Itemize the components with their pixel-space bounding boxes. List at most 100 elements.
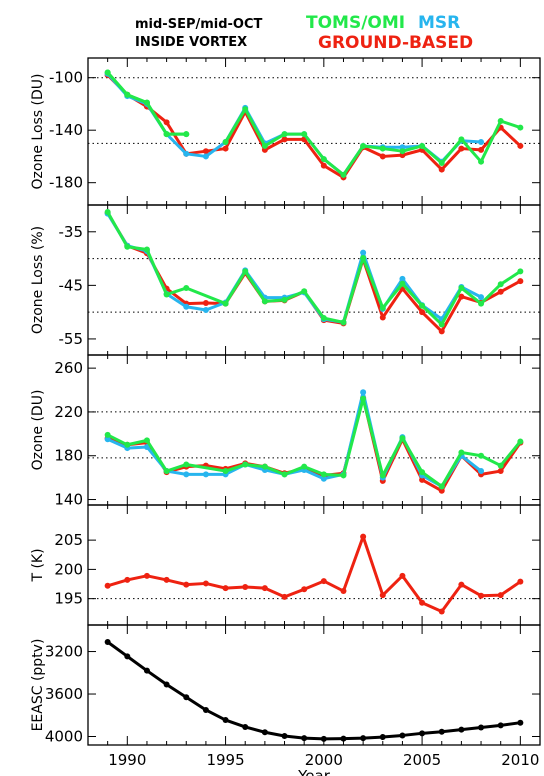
panel-1-toms-point-2001 [340, 171, 347, 178]
panel-4-ytick-label-0: 195 [54, 590, 83, 608]
panel-3-frame [87, 354, 541, 506]
panel-3-toms-point-1996 [242, 461, 249, 468]
panel-4-ground-point-1991 [143, 572, 150, 579]
panel-5-black-point-2000 [320, 735, 327, 742]
panel-3-toms-point-1991 [143, 437, 150, 444]
panel-1-toms-point-2009 [497, 118, 504, 124]
panel-2-ylabel: Ozone Loss (%) [30, 226, 46, 334]
panel-2-toms-point-2008 [478, 300, 485, 307]
panel-2-toms-point-1989 [104, 208, 111, 215]
panel-3-toms-point-1989 [104, 431, 111, 438]
panel-3-toms-point-2004 [399, 435, 406, 442]
panel-2-ytick-label-2: -55 [59, 330, 84, 348]
panel-4-ytick-label-1: 200 [54, 560, 83, 578]
panel-5-black-point-1993 [183, 694, 190, 701]
panel-1-frame [87, 57, 541, 206]
panel-5-black-point-2003 [379, 734, 386, 741]
panel-2-mls-point-2002 [360, 249, 367, 256]
panel-5-black-point-2009 [497, 722, 504, 729]
panel-2-series-ground-line [106, 212, 522, 333]
panel-3-toms-point-2008 [478, 452, 485, 459]
panel-1-ground-point-1992 [163, 119, 170, 126]
panel-4-ground-point-1989 [104, 582, 111, 589]
panel-2-frame [87, 204, 541, 356]
panel-4-ground-point-2000 [320, 578, 327, 585]
panel-2-toms-point-2010 [517, 268, 524, 275]
panel-5-ytick-label-1: 3600 [45, 685, 83, 703]
panel-1-toms-point-2002 [360, 142, 367, 149]
panel-5-black-point-1994 [202, 706, 209, 713]
panel-2-mls-point-1993 [183, 303, 190, 310]
panel-5-black-point-2004 [399, 732, 406, 739]
panel-4-ground-point-2004 [399, 572, 406, 579]
panel-4-ylabel: T (K) [30, 548, 46, 582]
panel-2-toms-point-2005 [419, 302, 426, 309]
panel-1-toms-point-1989 [104, 69, 111, 76]
panel-1-ground-point-1998 [281, 136, 288, 143]
panel-1-toms-point-2005 [419, 142, 426, 149]
panel-2-toms-point-1991 [143, 246, 150, 253]
panel-4-frame [87, 504, 541, 626]
panel-2-toms-point-1993 [183, 285, 190, 292]
panel-3-ylabel: Ozone (DU) [30, 390, 46, 471]
panel-2-toms-point-2001 [340, 319, 347, 326]
panel-2-toms-point-2003 [379, 304, 386, 311]
panel-1-ground-point-1995 [222, 145, 229, 152]
panel-3-toms-point-2010 [517, 438, 524, 445]
panel-1-mls-point-1993 [183, 150, 190, 157]
x-tick-label-2: 2000 [305, 751, 343, 769]
panel-4-ground-point-2009 [497, 592, 504, 599]
panel-1-toms-point-2003 [379, 145, 386, 152]
panel-1-toms-point-1997 [261, 142, 268, 149]
panel-1-ground-point-2010 [517, 142, 524, 149]
panel-3-mls-point-2002 [360, 389, 367, 396]
panel-1-ground-point-2003 [379, 153, 386, 160]
panel-4-ground-point-2002 [360, 533, 367, 540]
panel-3-toms-point-2003 [379, 472, 386, 479]
panel-4-ground-point-1995 [222, 585, 229, 592]
panel-1-series-toms-line [224, 107, 521, 177]
panel-5-black-point-2007 [458, 726, 465, 733]
panel-2-toms-point-1992 [163, 291, 170, 298]
panel-1-ground-point-1994 [202, 148, 209, 155]
panel-3-ytick-label-2: 220 [54, 403, 83, 421]
panel-3-toms-point-1993 [183, 461, 190, 468]
panel-3-toms-point-2000 [320, 471, 327, 478]
panel-5-black-point-2010 [517, 719, 524, 726]
panel-1-ground-point-2008 [478, 146, 485, 153]
panel-3-ytick-label-3: 260 [54, 359, 83, 377]
panel-3-toms-point-1992 [163, 468, 170, 475]
panel-2-toms-point-1997 [261, 298, 268, 305]
panel-1-toms-point-1998 [281, 131, 288, 138]
panel-1-toms-point-1991 [143, 99, 150, 106]
panel-1-series-ground-line [106, 74, 522, 179]
panel-2-ytick-label-0: -35 [59, 223, 84, 241]
panel-4-ground-point-1998 [281, 593, 288, 600]
panel-3-toms-point-1997 [261, 463, 268, 470]
panel-3-toms-point-1990 [124, 441, 131, 448]
panel-5-black-point-1995 [222, 717, 229, 724]
panel-5-black-point-1997 [261, 729, 268, 736]
panel-3-toms-point-1995 [222, 468, 229, 475]
panel-2-toms-point-2004 [399, 280, 406, 287]
panel-5-black-point-2005 [419, 730, 426, 737]
panel-1-toms-point-2006 [438, 160, 445, 166]
panel-3-mls-point-1993 [183, 471, 190, 478]
panel-4-ground-point-2001 [340, 588, 347, 595]
panel-2-mls-point-2008 [478, 294, 485, 301]
header-period: mid-SEP/mid-OCT [135, 17, 263, 32]
panel-4-ytick-label-2: 205 [54, 531, 83, 549]
x-axis-label: Year [297, 767, 331, 776]
panel-5-ylabel: EEASC (pptv) [30, 639, 46, 732]
panel-2-toms-point-2006 [438, 321, 445, 328]
panel-4-series-ground-line [107, 535, 522, 614]
panel-1-toms-point-1999 [301, 131, 308, 138]
panel-5-series-black-line [106, 640, 521, 741]
panel-4-ground-point-2010 [517, 578, 524, 585]
panel-1-toms-point-2008 [478, 158, 485, 165]
panel-2-ground-point-2006 [438, 328, 445, 335]
panel-1-mls-point-2008 [478, 139, 485, 145]
panel-3-mls-point-2000 [320, 475, 327, 482]
panel-2-mls-point-1994 [202, 307, 209, 313]
panel-1-toms-point-1995 [222, 139, 229, 145]
